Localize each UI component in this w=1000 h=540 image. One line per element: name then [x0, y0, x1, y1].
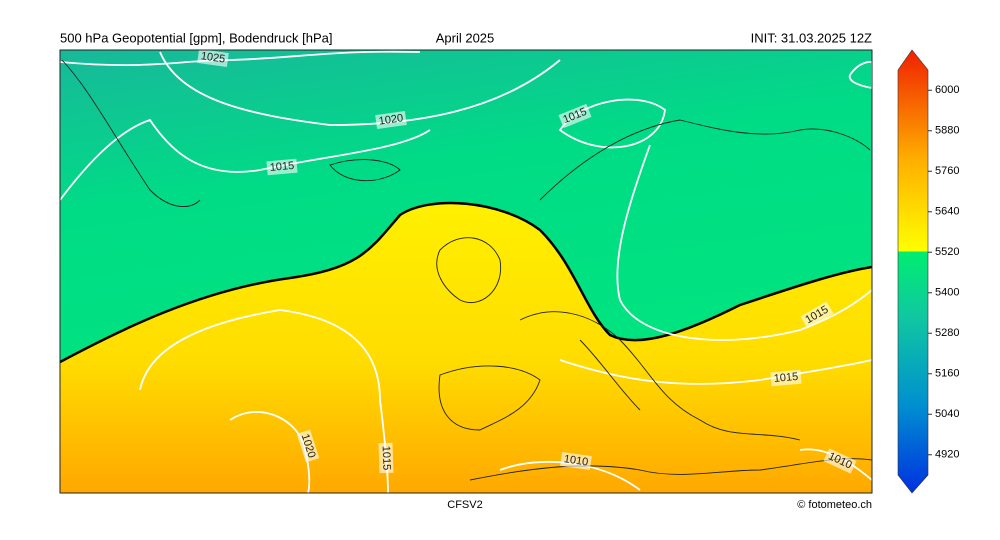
colorbar-tick-label: 5880: [935, 125, 959, 137]
isobar-label-text: 1020: [378, 112, 404, 127]
isobar-label-box: [375, 110, 407, 130]
isobar-label: 1015: [266, 158, 298, 176]
colorbar-tick-label: 5160: [935, 368, 959, 380]
warm-air-field: [60, 203, 872, 493]
model-label: CFSV2: [447, 499, 482, 511]
isobar-label: 1010: [560, 451, 592, 471]
colorbar-tick-label: 5640: [935, 206, 959, 218]
isobar-label: 1020: [296, 429, 320, 463]
colorbar: 4920 5040 5160 5280 5400 5520 5640 5760 5880 6000: [897, 49, 959, 494]
isobar-label-box: [770, 369, 802, 387]
colorbar-tick-label: 4920: [935, 449, 959, 461]
isobar-label: 1015: [770, 369, 802, 387]
map-frame: [59, 49, 873, 494]
colorbar-tick-label: 6000: [935, 84, 959, 96]
isobar-label-box: [558, 103, 592, 129]
title-left: 500 hPa Geopotential [gpm], Bodendruck […: [60, 30, 332, 45]
colorbar-tick-label: 5520: [935, 246, 959, 258]
title-right: INIT: 31.03.2025 12Z: [751, 30, 872, 45]
isobar-label-box: [560, 451, 592, 471]
credit: © fotometeo.ch: [797, 499, 872, 511]
isobar-label-box: [823, 448, 857, 474]
isobar-label-box: [197, 50, 229, 68]
isobar-label-box: [800, 301, 834, 329]
colorbar-body: [897, 49, 929, 494]
isobar-label-text: 1025: [200, 50, 226, 65]
isobar-label: 1020: [375, 110, 407, 130]
isobar-label-text: 1015: [269, 160, 294, 174]
isobar-label-box: [266, 158, 298, 176]
isobar-label-box: [378, 442, 394, 474]
colorbar-tick-label: 5400: [935, 287, 959, 299]
isobar-label: 1015: [378, 442, 394, 474]
isobar-label-text: 1010: [563, 453, 589, 468]
title-center: April 2025: [436, 30, 495, 45]
colorbar-tick-label: 5760: [935, 165, 959, 177]
coastlines: [61, 59, 872, 481]
colorbar-tick-label: 5280: [935, 327, 959, 339]
isobar-label: 1025: [197, 50, 229, 68]
colorbar-tick-label: 5040: [935, 408, 959, 420]
5520-contour: [60, 201, 872, 364]
isobar-label-text: 1015: [773, 371, 798, 385]
isobar-label-box: [296, 429, 320, 463]
isobar-label-text: 1015: [380, 446, 393, 471]
